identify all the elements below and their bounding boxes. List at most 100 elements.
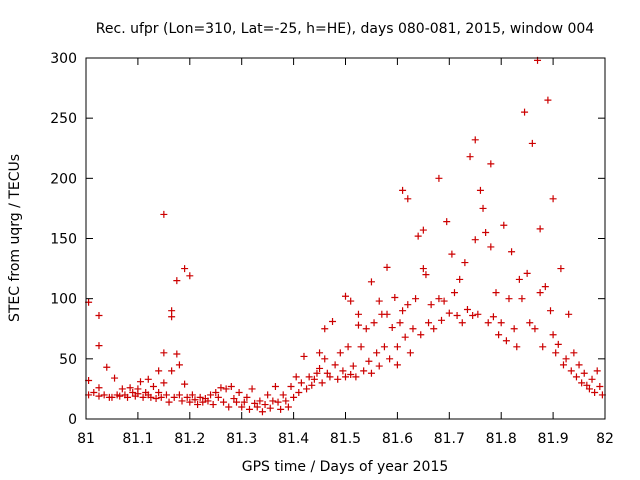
data-point [554,340,562,348]
x-tick-label: 81.4 [278,431,309,447]
data-point [95,384,103,392]
data-point [181,380,189,388]
data-point [367,369,375,377]
data-point [414,232,422,240]
data-point [290,393,298,401]
data-point [521,108,529,116]
data-point [124,393,132,401]
data-point [136,378,144,386]
data-point [471,136,479,144]
data-point [383,310,391,318]
data-point [487,160,495,168]
data-point [406,349,414,357]
data-point [570,349,578,357]
data-point [422,271,430,279]
data-point [375,297,383,305]
data-point [323,369,331,377]
data-point [186,398,194,406]
y-tick-label: 200 [50,171,77,187]
data-point [303,385,311,393]
data-point [160,379,168,387]
data-point [562,355,570,363]
data-point [539,343,547,351]
data-point [357,343,365,351]
data-point [139,393,147,401]
data-point [321,355,329,363]
data-point [536,289,544,297]
data-point [580,369,588,377]
data-point [188,391,196,399]
data-point [456,275,464,283]
data-point [572,373,580,381]
data-point [482,228,490,236]
data-point [126,384,134,392]
data-point [160,349,168,357]
data-point [425,319,433,327]
data-point [316,364,324,372]
data-point [435,295,443,303]
data-point [305,373,313,381]
data-point [222,385,230,393]
data-point [214,393,222,401]
data-point [129,389,137,397]
data-point [596,383,604,391]
data-point [181,265,189,273]
data-point [495,331,503,339]
data-point [274,398,282,406]
data-point [266,404,274,412]
data-point [258,408,266,416]
data-point [308,381,316,389]
data-point [225,403,233,411]
data-point [419,265,427,273]
data-point [251,399,259,407]
data-point [360,367,368,375]
data-point [575,361,583,369]
data-point [233,398,241,406]
y-tick-label: 100 [50,292,77,308]
data-point [100,391,108,399]
data-point [245,405,253,413]
data-point [476,186,484,194]
data-point [287,383,295,391]
data-point [373,349,381,357]
data-point [118,385,126,393]
data-point [515,275,523,283]
data-point [318,379,326,387]
data-point [492,289,500,297]
data-point [261,401,269,409]
data-point [155,367,163,375]
data-point [347,297,355,305]
x-tick-label: 81.6 [382,431,413,447]
data-point [500,221,508,229]
data-point [310,375,318,383]
data-point [282,397,290,405]
data-point [264,391,272,399]
y-tick-label: 250 [50,111,77,127]
data-point [173,350,181,358]
data-point [329,318,337,326]
data-point [508,248,516,256]
data-point [209,401,217,409]
data-point [235,389,243,397]
data-point [295,389,303,397]
data-point [191,396,199,404]
data-point [95,312,103,320]
data-point [194,401,202,409]
data-point [152,395,160,403]
data-point [526,319,534,327]
data-point [344,343,352,351]
data-point [178,397,186,405]
data-point [349,362,357,370]
data-point [484,319,492,327]
data-point [362,325,370,333]
data-point [463,305,471,313]
data-point [352,373,360,381]
data-point [518,295,526,303]
data-point [489,313,497,321]
data-point [404,301,412,309]
data-point [173,277,181,285]
y-axis: 0 50 100 150 200 250 300 [50,51,605,428]
data-point [396,319,404,327]
data-point [212,389,220,397]
